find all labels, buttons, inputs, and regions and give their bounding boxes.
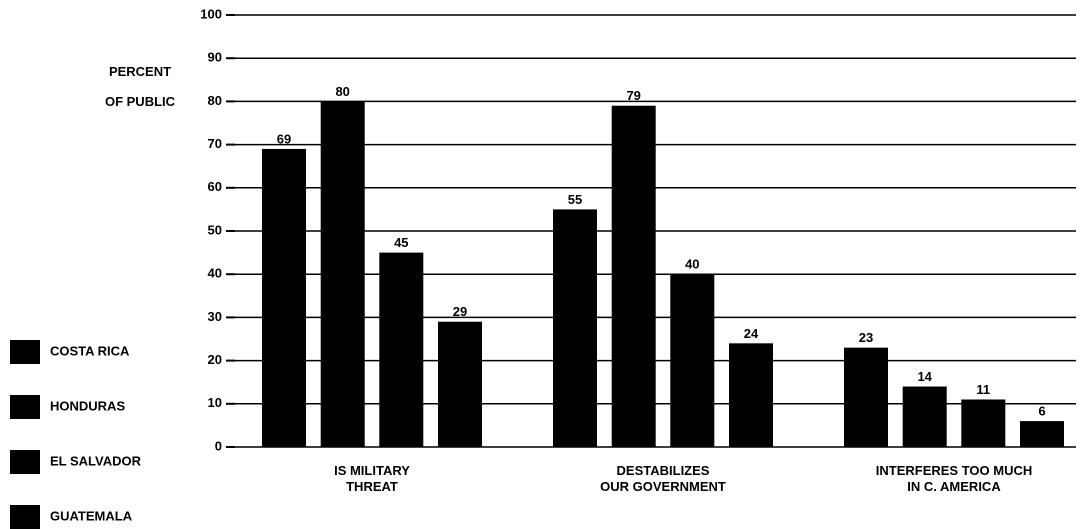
- value-label: 11: [976, 382, 990, 397]
- y-tick-label: 70: [208, 136, 222, 151]
- legend-label: HONDURAS: [50, 398, 125, 413]
- bar: [438, 321, 482, 447]
- value-label: 24: [744, 326, 759, 341]
- x-tick-label: IS MILITARY THREAT: [334, 463, 410, 494]
- bar: [262, 148, 306, 448]
- y-tick-label: 10: [208, 395, 222, 410]
- y-tick-label: 50: [208, 222, 222, 237]
- value-label: 79: [626, 88, 640, 103]
- legend-swatch: [10, 395, 40, 419]
- y-tick-label: 0: [215, 438, 222, 453]
- bar: [1020, 421, 1064, 447]
- bar: [320, 101, 365, 448]
- y-tick-label: 90: [208, 50, 222, 65]
- y-tick-label: 80: [208, 93, 222, 108]
- legend-label: EL SALVADOR: [50, 453, 142, 468]
- bar: [961, 399, 1006, 447]
- bar: [379, 252, 424, 447]
- x-tick-label: DESTABILIZES OUR GOVERNMENT: [600, 463, 726, 494]
- value-label: 29: [453, 304, 467, 319]
- y-tick-label: 100: [200, 6, 222, 21]
- bar: [670, 274, 715, 447]
- legend-label: COSTA RICA: [50, 343, 130, 358]
- x-tick-label: INTERFERES TOO MUCH IN C. AMERICA: [876, 463, 1033, 494]
- y-tick-label: 30: [208, 309, 222, 324]
- value-label: 40: [685, 257, 699, 272]
- y-tick-label: 60: [208, 179, 222, 194]
- value-label: 80: [335, 84, 349, 99]
- bar: [844, 347, 888, 447]
- value-label: 23: [859, 330, 873, 345]
- legend-swatch: [10, 505, 40, 529]
- y-tick-label: 20: [208, 352, 222, 367]
- value-label: 6: [1038, 404, 1045, 419]
- legend-swatch: [10, 340, 40, 364]
- legend-label: GUATEMALA: [50, 508, 133, 523]
- value-label: 14: [917, 369, 932, 384]
- y-axis-label: PERCENT OF PUBLIC: [105, 64, 176, 109]
- bar: [553, 209, 597, 447]
- value-label: 45: [394, 235, 408, 250]
- bar: [902, 386, 947, 447]
- y-tick-label: 40: [208, 266, 222, 281]
- value-label: 55: [568, 192, 582, 207]
- bar: [729, 343, 773, 447]
- bar: [611, 105, 656, 447]
- legend-swatch: [10, 450, 40, 474]
- value-label: 69: [277, 131, 291, 146]
